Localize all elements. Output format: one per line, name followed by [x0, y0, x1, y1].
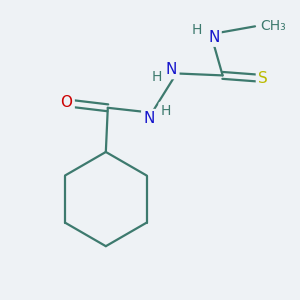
- Text: S: S: [258, 71, 268, 86]
- Text: O: O: [61, 95, 73, 110]
- Text: H: H: [152, 70, 162, 84]
- Text: CH₃: CH₃: [260, 19, 286, 33]
- Text: N: N: [143, 111, 155, 126]
- Text: H: H: [160, 104, 171, 118]
- Text: N: N: [208, 30, 220, 45]
- Text: N: N: [166, 62, 177, 77]
- Text: H: H: [192, 23, 202, 37]
